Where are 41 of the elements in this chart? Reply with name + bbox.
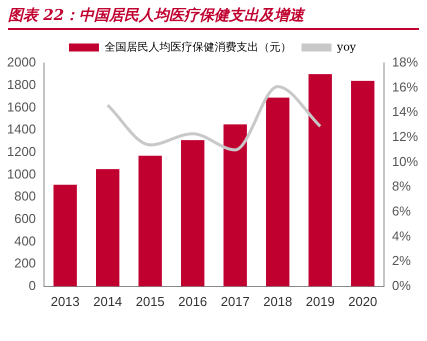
y-tick-label: 600 (14, 210, 36, 226)
y2-tick-label: 0% (392, 278, 412, 293)
bar (53, 184, 77, 286)
x-tick-label: 2014 (93, 294, 122, 309)
y-tick-label: 2000 (7, 54, 36, 70)
bar (266, 98, 290, 286)
x-tick-label: 2017 (220, 294, 250, 309)
y2-tick-label: 14% (392, 104, 418, 120)
x-tick-label: 2020 (348, 294, 378, 309)
x-tick-label: 2016 (178, 294, 208, 309)
y-tick-label: 1600 (7, 99, 36, 114)
y-tick-label: 800 (14, 188, 36, 204)
x-tick-label: 2019 (306, 294, 335, 309)
legend-label: yoy (336, 40, 357, 54)
x-tick-label: 2015 (136, 294, 165, 309)
y-tick-label: 1800 (7, 76, 36, 92)
y-tick-label: 1000 (7, 166, 36, 182)
y2-tick-label: 6% (392, 204, 412, 219)
y2-tick-label: 16% (392, 79, 418, 94)
y-tick-label: 1200 (7, 144, 36, 159)
legend-label: 全国居民人均医疗保健消费支出（元） (104, 40, 292, 54)
bar (224, 124, 247, 286)
y2-tick-label: 12% (392, 129, 418, 144)
line-series (106, 85, 322, 152)
bar (181, 140, 204, 286)
x-tick-label: 2013 (50, 294, 80, 309)
y2-tick-label: 2% (392, 253, 412, 268)
bar (308, 74, 332, 286)
chart-title: 图表 22：中国居民人均医疗保健支出及增速 (8, 6, 419, 30)
x-tick-label: 2018 (263, 294, 292, 309)
y-tick-label: 400 (14, 233, 36, 248)
bar (138, 156, 162, 286)
y2-tick-label: 10% (392, 154, 418, 169)
y-tick-label: 0 (28, 278, 36, 293)
y2-tick-label: 4% (392, 228, 412, 244)
y-tick-label: 200 (14, 256, 36, 271)
y2-tick-label: 18% (392, 54, 418, 70)
y-tick-label: 1400 (7, 122, 36, 137)
bar (96, 169, 120, 286)
y2-tick-label: 8% (392, 178, 412, 194)
bar (351, 80, 374, 286)
